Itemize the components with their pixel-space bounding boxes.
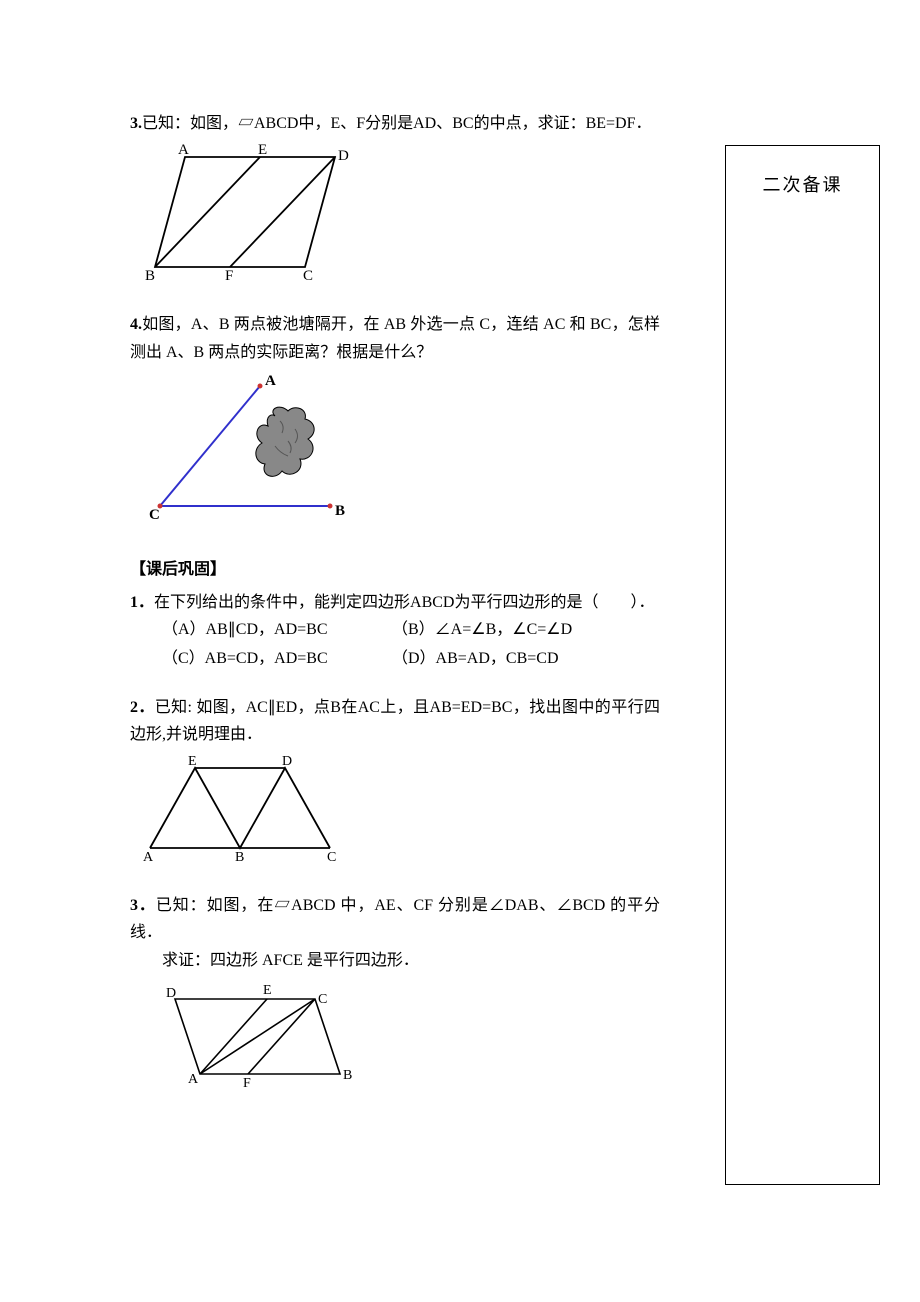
problem-3-number: 3. <box>130 115 142 132</box>
main-content: 3.已知：如图，▱ABCD中，E、F分别是AD、BC的中点，求证：BE=DF． … <box>130 110 660 1098</box>
label-b: B <box>335 503 345 519</box>
q1-text: 1．在下列给出的条件中，能判定四边形ABCD为平行四边形的是（ ）． <box>130 589 660 616</box>
label-d: D <box>166 986 176 1001</box>
label-b: B <box>343 1068 352 1083</box>
label-a: A <box>188 1072 199 1087</box>
label-b: B <box>235 850 244 863</box>
problem-3-text: 3.已知：如图，▱ABCD中，E、F分别是AD、BC的中点，求证：BE=DF． <box>130 110 660 137</box>
q1-options: （A）AB∥CD，AD=BC （B）∠A=∠B，∠C=∠D （C）AB=CD，A… <box>162 616 660 674</box>
sidebar-title: 二次备课 <box>726 171 879 197</box>
q3-text2: 求证：四边形 AFCE 是平行四边形． <box>130 947 660 974</box>
q1-option-b: （B）∠A=∠B，∠C=∠D <box>392 616 622 645</box>
problem-3: 3.已知：如图，▱ABCD中，E、F分别是AD、BC的中点，求证：BE=DF． … <box>130 110 660 291</box>
label-c: C <box>303 268 313 282</box>
problem-4: 4.如图，A、B 两点被池塘隔开，在 AB 外选一点 C，连结 AC 和 BC，… <box>130 311 660 535</box>
label-f: F <box>243 1076 251 1089</box>
q1-number: 1． <box>130 594 154 611</box>
consolidation-q2: 2．已知: 如图，AC∥ED，点B在AC上，且AB=ED=BC，找出图中的平行四… <box>130 694 660 873</box>
label-e: E <box>263 983 272 998</box>
q2-text: 2．已知: 如图，AC∥ED，点B在AC上，且AB=ED=BC，找出图中的平行四… <box>130 694 660 748</box>
q2-figure: E D A B C <box>140 753 660 872</box>
sidebar-notes-box: 二次备课 <box>725 145 880 1185</box>
q1-option-d: （D）AB=AD，CB=CD <box>392 645 622 674</box>
problem-3-figure: A E D B F C <box>140 142 660 291</box>
q3-text: 3．已知：如图，在▱ABCD 中，AE、CF 分别是∠DAB、∠BCD 的平分线… <box>130 892 660 946</box>
label-a: A <box>178 142 189 158</box>
label-b: B <box>145 268 155 282</box>
label-a: A <box>143 850 154 863</box>
q2-number: 2． <box>130 699 155 716</box>
q1-option-c: （C）AB=CD，AD=BC <box>162 645 392 674</box>
section-title-consolidation: 【课后巩固】 <box>130 555 660 579</box>
label-a: A <box>265 373 276 389</box>
problem-4-number: 4. <box>130 316 142 333</box>
label-e: E <box>258 142 267 158</box>
label-c: C <box>149 507 160 523</box>
label-c: C <box>318 992 327 1007</box>
label-d: D <box>338 148 349 164</box>
problem-4-text: 4.如图，A、B 两点被池塘隔开，在 AB 外选一点 C，连结 AC 和 BC，… <box>130 311 660 365</box>
label-e: E <box>188 754 197 769</box>
q1-option-a: （A）AB∥CD，AD=BC <box>162 616 392 645</box>
label-d: D <box>282 754 292 769</box>
pond-shape <box>256 407 314 476</box>
q3-number: 3． <box>130 897 156 914</box>
consolidation-q3: 3．已知：如图，在▱ABCD 中，AE、CF 分别是∠DAB、∠BCD 的平分线… <box>130 892 660 1098</box>
label-c: C <box>327 850 336 863</box>
q3-figure: D E C A F B <box>140 979 660 1098</box>
problem-4-figure: A C B <box>140 371 660 535</box>
consolidation-q1: 1．在下列给出的条件中，能判定四边形ABCD为平行四边形的是（ ）． （A）AB… <box>130 589 660 674</box>
label-f: F <box>225 268 233 282</box>
